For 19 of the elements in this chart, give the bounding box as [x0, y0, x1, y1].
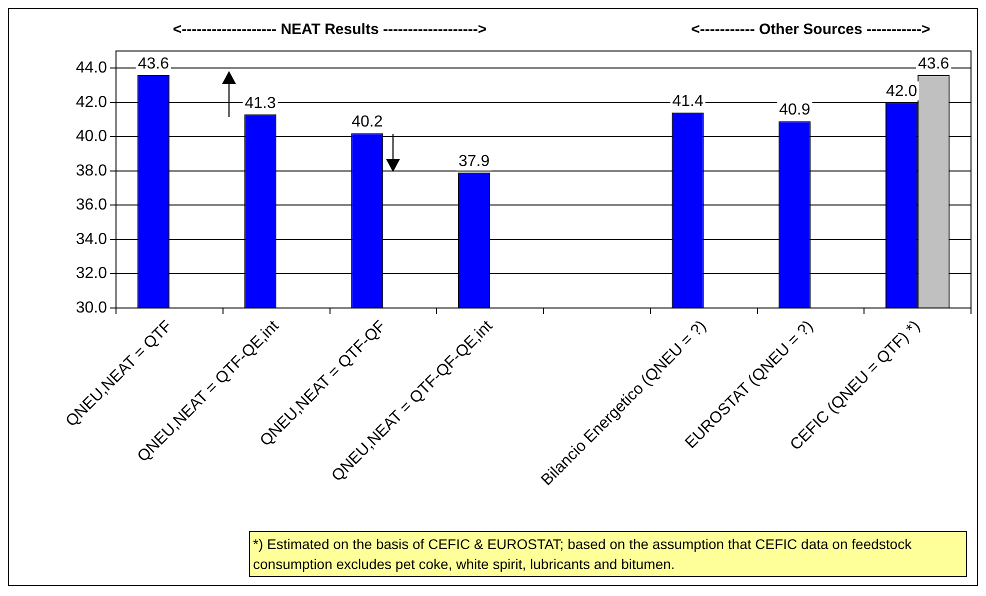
data-label: 41.3 [244, 94, 276, 112]
y-tick-label: 32.0 [76, 265, 108, 282]
y-tick-label: 34.0 [76, 230, 108, 248]
data-label: 40.2 [352, 114, 383, 131]
text: *) Estimated on the basis of CEFIC & EUROSTAT; based on the assumption that CEFIC data on feedstock consumption excludes pet coke, white spirit, lubricants and bitumen. [249, 531, 967, 577]
y-tick-label: 30.0 [76, 299, 108, 316]
y-tick-label: 36.0 [76, 196, 108, 214]
y-tick-label: 44.0 [76, 60, 108, 77]
data-label: 43.6 [918, 55, 950, 72]
data-label: 37.9 [458, 153, 490, 170]
data-label: 40.9 [779, 102, 810, 119]
data-label: 42.0 [886, 82, 918, 100]
data-label: 41.4 [672, 93, 704, 110]
text: <------------------- NEAT Results -------------------> [172, 21, 488, 38]
y-tick-label: 38.0 [76, 162, 108, 180]
y-tick-label: 40.0 [76, 128, 108, 146]
data-label: 43.6 [138, 55, 170, 72]
text: <----------- Other Sources -----------> [690, 21, 932, 38]
y-tick-label: 42.0 [76, 94, 108, 111]
